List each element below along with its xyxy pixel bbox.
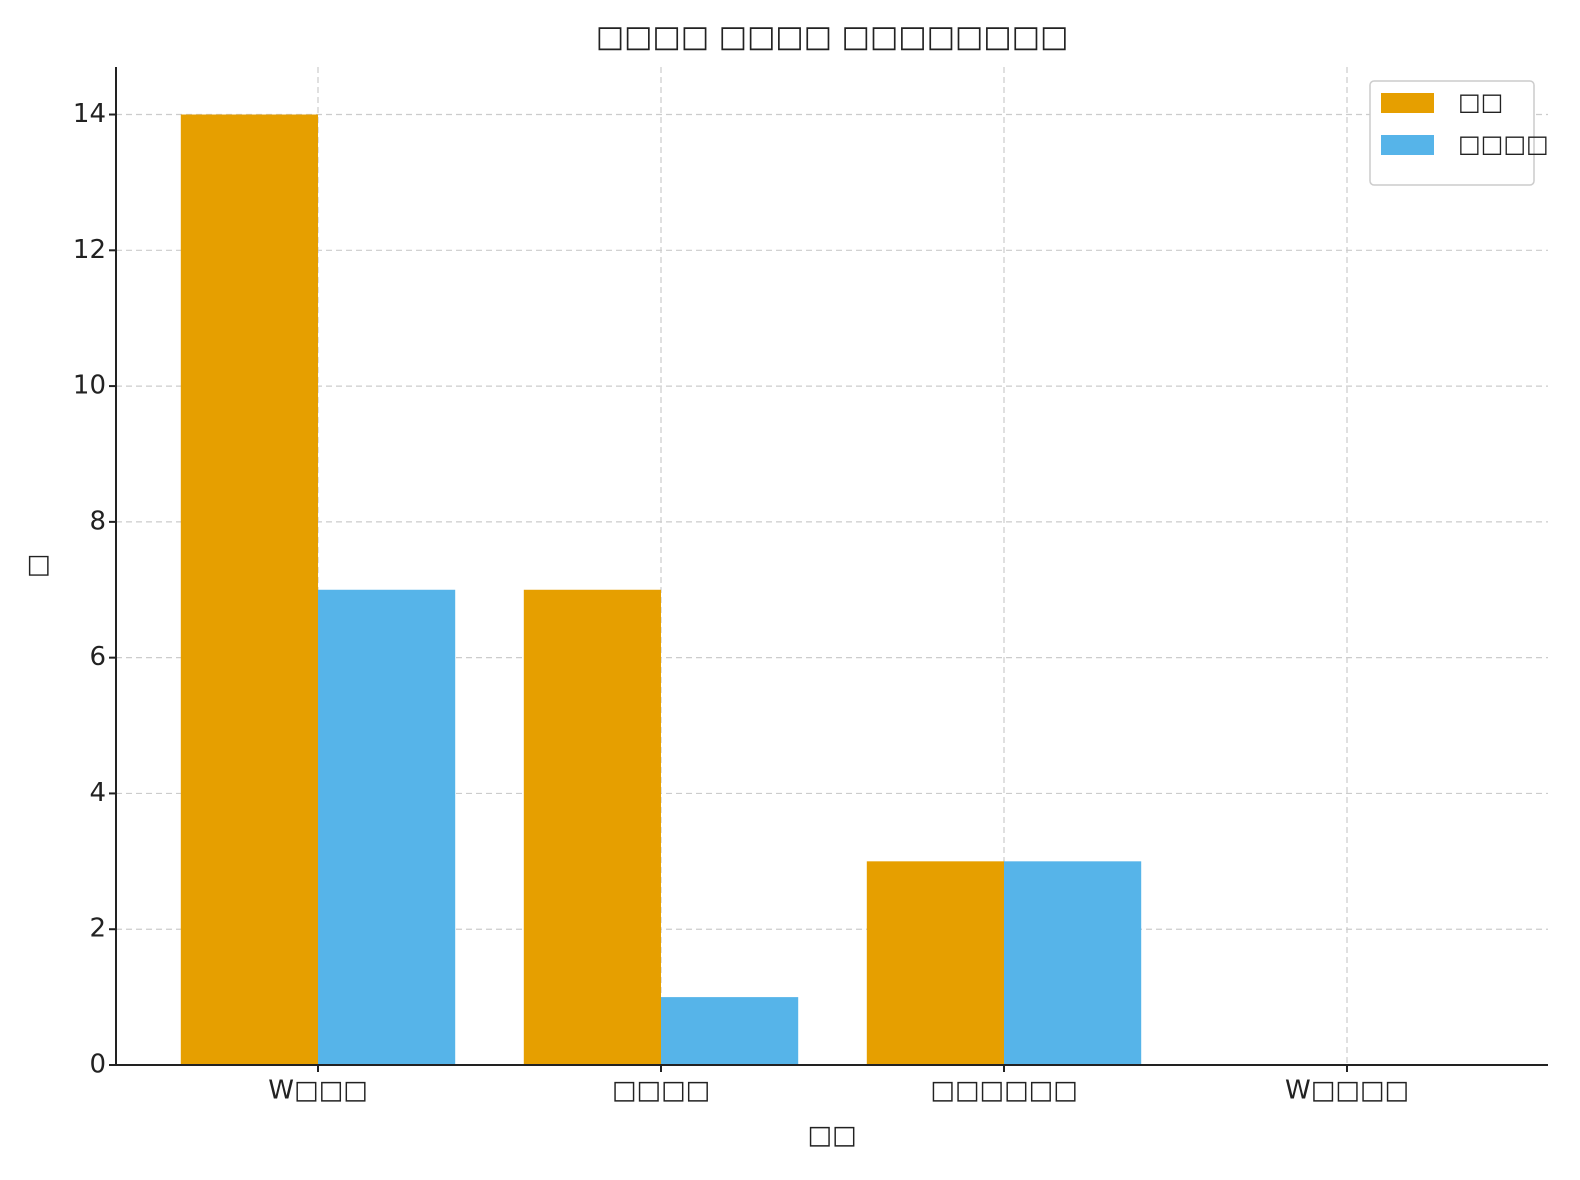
- y-tick-label: 10: [73, 371, 106, 401]
- bar: [523, 589, 661, 1065]
- bar: [318, 589, 456, 1065]
- x-axis-label: □□: [807, 1121, 856, 1151]
- x-tick-label: W□□□□: [1285, 1076, 1409, 1106]
- legend-swatch: [1381, 93, 1434, 113]
- y-tick-label: 14: [73, 99, 106, 129]
- x-tick-label: □□□□: [612, 1076, 710, 1106]
- y-tick-label: 12: [73, 235, 106, 265]
- bar: [866, 861, 1004, 1065]
- x-tick-label: W□□□: [268, 1076, 367, 1106]
- bar: [1004, 861, 1142, 1065]
- y-axis-label: □: [23, 554, 53, 579]
- bar: [180, 114, 318, 1066]
- x-tick-label: □□□□□□: [930, 1076, 1077, 1106]
- legend-label: □□□□: [1458, 130, 1549, 158]
- chart-title: □□□□ □□□□ □□□□□□□□: [596, 20, 1069, 55]
- legend-swatch: [1381, 135, 1434, 155]
- y-tick-label: 0: [89, 1050, 106, 1080]
- y-tick-label: 8: [89, 506, 106, 536]
- y-tick-label: 2: [89, 914, 106, 944]
- legend-label: □□: [1458, 88, 1503, 116]
- bar: [661, 997, 799, 1065]
- y-tick-label: 4: [89, 778, 106, 808]
- y-tick-label: 6: [89, 642, 106, 672]
